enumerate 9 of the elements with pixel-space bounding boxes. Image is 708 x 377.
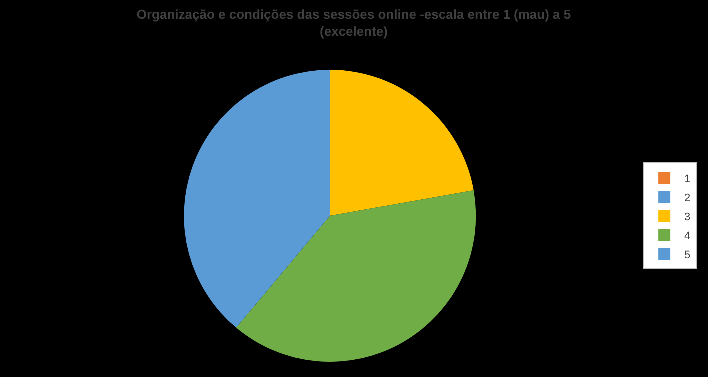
legend-label: 1 [684,173,691,186]
pie-slice [330,70,474,216]
pie-slice [184,70,330,328]
pie-slice [236,190,476,362]
legend-label: 2 [684,192,691,204]
legend-label: 4 [684,230,691,242]
legend-label: 3 [684,211,691,224]
chart-title: Organização e condições das sessões online -escala entre 1 (mau) a 5 (excelente) [136,6,572,39]
legend-label: 5 [684,249,691,262]
